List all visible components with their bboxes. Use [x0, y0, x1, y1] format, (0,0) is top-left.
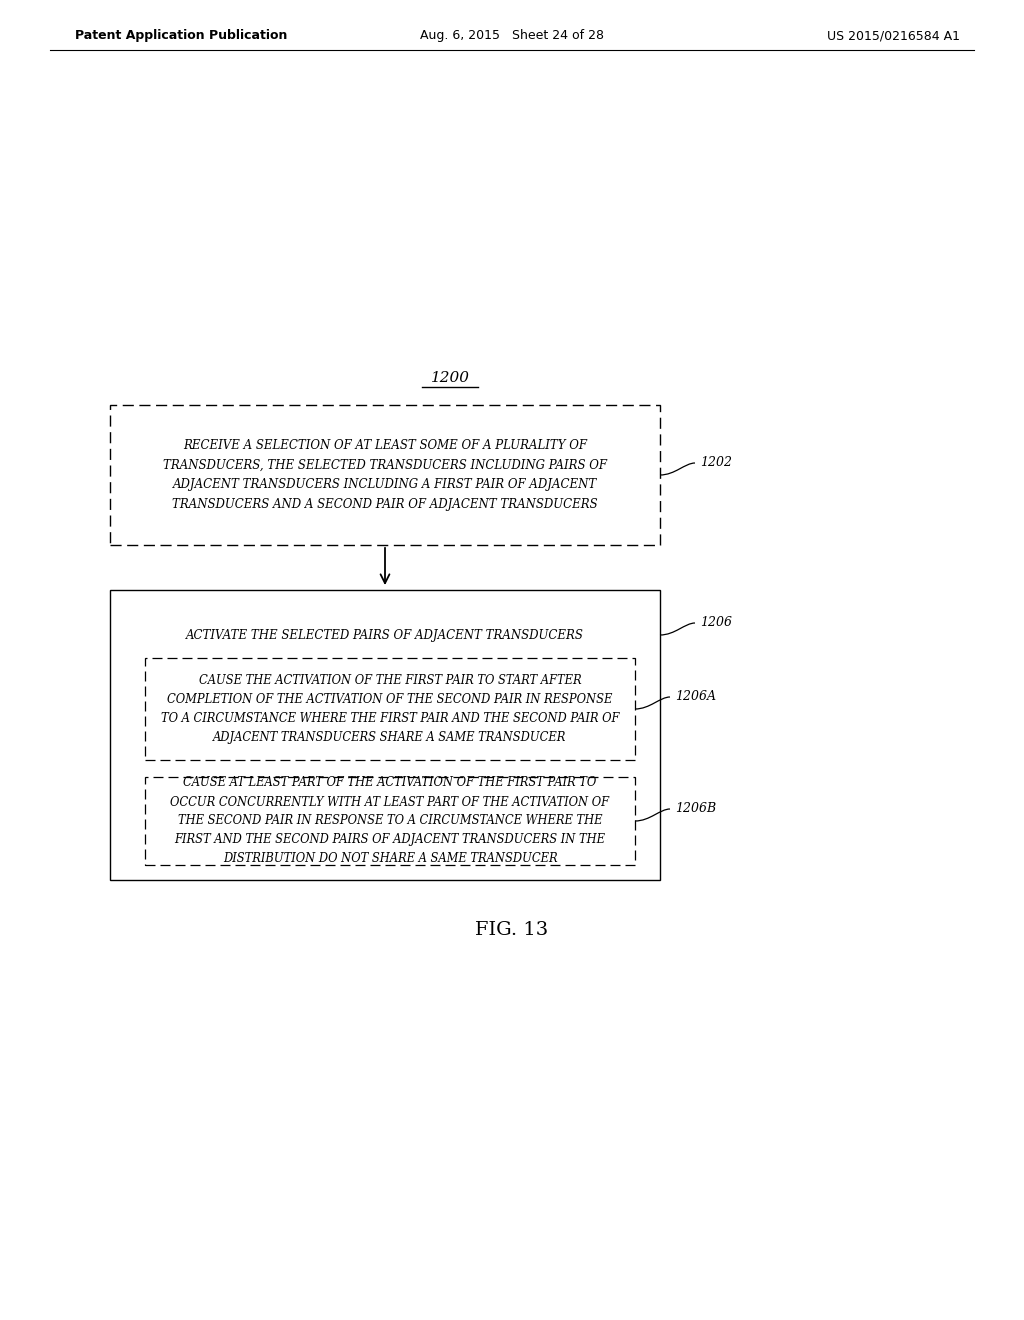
- Text: CAUSE AT LEAST PART OF THE ACTIVATION OF THE FIRST PAIR TO
OCCUR CONCURRENTLY WI: CAUSE AT LEAST PART OF THE ACTIVATION OF…: [170, 776, 609, 866]
- Bar: [110, 405, 660, 545]
- Text: 1202: 1202: [700, 457, 732, 470]
- Text: 1206B: 1206B: [675, 803, 716, 816]
- Text: 1206A: 1206A: [675, 690, 716, 704]
- Text: 1200: 1200: [430, 371, 469, 385]
- Text: FIG. 13: FIG. 13: [475, 921, 549, 939]
- Bar: [110, 590, 660, 880]
- Text: RECEIVE A SELECTION OF AT LEAST SOME OF A PLURALITY OF
TRANSDUCERS, THE SELECTED: RECEIVE A SELECTION OF AT LEAST SOME OF …: [163, 440, 607, 511]
- Bar: [145, 657, 635, 760]
- Text: Patent Application Publication: Patent Application Publication: [75, 29, 288, 42]
- Text: Aug. 6, 2015   Sheet 24 of 28: Aug. 6, 2015 Sheet 24 of 28: [420, 29, 604, 42]
- Bar: [145, 777, 635, 865]
- Text: CAUSE THE ACTIVATION OF THE FIRST PAIR TO START AFTER
COMPLETION OF THE ACTIVATI: CAUSE THE ACTIVATION OF THE FIRST PAIR T…: [161, 675, 620, 744]
- Text: ACTIVATE THE SELECTED PAIRS OF ADJACENT TRANSDUCERS: ACTIVATE THE SELECTED PAIRS OF ADJACENT …: [186, 628, 584, 642]
- Text: US 2015/0216584 A1: US 2015/0216584 A1: [827, 29, 961, 42]
- Text: 1206: 1206: [700, 616, 732, 630]
